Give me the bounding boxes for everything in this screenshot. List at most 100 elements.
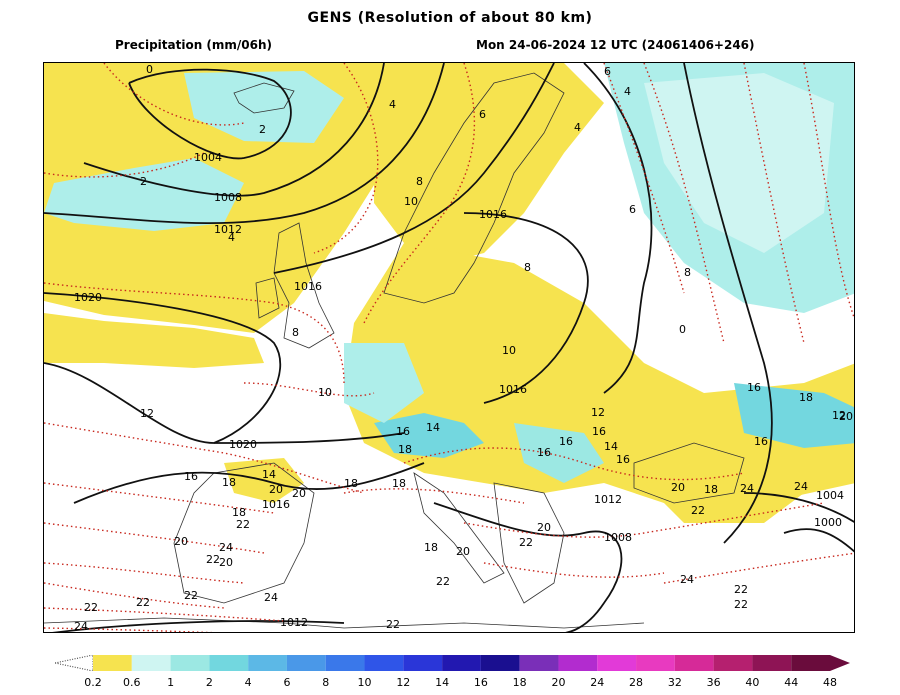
- isotherm-label: 22: [691, 504, 705, 517]
- legend-swatch: [170, 655, 210, 671]
- isotherm-label: 22: [236, 518, 250, 531]
- isobar-1008: [83, 63, 385, 197]
- isotherm-label: 24: [219, 541, 233, 554]
- isotherm-label: 6: [479, 108, 486, 121]
- isotherm-label: 16: [747, 381, 761, 394]
- isotherm-label: 20: [219, 556, 233, 569]
- isotherm-label: 16: [559, 435, 573, 448]
- legend-swatch: [93, 655, 132, 671]
- isobar-labels: 1004 1008 1012 1016 1016 1016 1020 1020 …: [74, 151, 844, 629]
- isotherm-label: 6: [604, 65, 611, 78]
- isotherm-label: 0: [679, 323, 686, 336]
- isotherm-label: 16: [592, 425, 606, 438]
- legend-labels: 0.2 0.6 1 2 4 6 8 10 12 14 16 18 20 24 28 32 36 40 44 48: [55, 676, 850, 692]
- map-panel[interactable]: 1004 1008 1012 1016 1016 1016 1020 1020 …: [43, 62, 855, 633]
- precip-scandinavia: [374, 63, 604, 263]
- legend-swatch: [364, 655, 404, 671]
- isotherm-label: 10: [502, 344, 516, 357]
- isobar-1016-sw: [73, 462, 425, 504]
- legend-swatch: [442, 655, 481, 671]
- legend-tick-label: 0.6: [123, 676, 141, 689]
- legend-swatch: [713, 655, 753, 671]
- legend-tick-label: 16: [473, 676, 488, 689]
- isotherm-label: 22: [84, 601, 98, 614]
- isotherm-4: [313, 63, 379, 254]
- variable-label: Precipitation (mm/06h): [115, 38, 273, 52]
- legend-swatch: [519, 655, 559, 671]
- isotherm-18-central: [343, 488, 525, 504]
- isotherm-label: 20: [174, 535, 188, 548]
- isotherm-label: 18: [398, 443, 412, 456]
- isobar-1012-sw: [52, 620, 345, 632]
- isotherm-label: 18: [799, 391, 813, 404]
- isobar-label: 1008: [604, 531, 632, 544]
- isobar-1020-west: [44, 292, 282, 444]
- isotherm-label: 0: [146, 63, 153, 76]
- coast-balkans: [493, 482, 565, 604]
- legend-overflow-arrow: [830, 655, 850, 671]
- coast-blacksea: [633, 442, 745, 504]
- isobar-1000-east: [783, 528, 854, 553]
- isotherm-label: 10: [318, 386, 332, 399]
- isotherm-label: 22: [734, 583, 748, 596]
- isobar-1016-east: [583, 63, 653, 394]
- isotherm-label: 16: [754, 435, 768, 448]
- isobar-1012-south: [433, 502, 623, 632]
- legend-tick-label: 2: [205, 676, 213, 689]
- isotherm-label: 16: [396, 425, 410, 438]
- isotherm-label: 22: [734, 598, 748, 611]
- isotherm-label: 12: [832, 409, 846, 422]
- isobar-label: 1020: [74, 291, 102, 304]
- coastlines: [44, 72, 745, 629]
- isotherm-18: [44, 562, 245, 584]
- legend-colorbar: [55, 655, 850, 671]
- legend-swatch: [403, 655, 443, 671]
- isotherm-label: 18: [392, 477, 406, 490]
- legend-tick-label: 4: [244, 676, 252, 689]
- precip-iceland-cyan: [184, 71, 344, 143]
- legend-tick-label: 12: [396, 676, 411, 689]
- isobar-1016-north: [273, 63, 555, 274]
- isobar-1008-east: [683, 63, 773, 544]
- isotherm-labels: 0 2 2 4 4 4 6 6 6 4 8 10 8 8 8 0 10 10 1…: [74, 63, 853, 633]
- isotherm-label: 4: [389, 98, 396, 111]
- precip-alps-cyan: [374, 413, 484, 458]
- map-canvas: 1004 1008 1012 1016 1016 1016 1020 1020 …: [44, 63, 854, 633]
- isotherm-label: 8: [524, 261, 531, 274]
- legend-swatch: [674, 655, 714, 671]
- isotherm-label: 14: [262, 468, 276, 481]
- isotherm-label: 18: [424, 541, 438, 554]
- isotherm-20: [44, 582, 225, 609]
- isotherm-6: [363, 63, 476, 324]
- legend-tick-label: 48: [823, 676, 837, 689]
- isotherm-16-central: [403, 447, 745, 481]
- precip-blacksea-cyan: [734, 383, 854, 448]
- legend-swatch: [636, 655, 675, 671]
- isotherm-22-central: [483, 562, 665, 578]
- isotherm-label: 24: [74, 620, 88, 633]
- legend-swatch: [752, 655, 792, 671]
- isotherm-20-central: [463, 502, 825, 538]
- isotherm-label: 14: [604, 440, 618, 453]
- isotherm-label: 8: [292, 326, 299, 339]
- isotherm-label: 8: [416, 175, 423, 188]
- isobar-label: 1012: [280, 616, 308, 629]
- isotherm-label: 20: [839, 410, 853, 423]
- legend-tick-label: 0.2: [84, 676, 102, 689]
- isobar-1004-east: [743, 492, 854, 523]
- isotherm-24: [44, 627, 216, 632]
- legend-swatch: [325, 655, 365, 671]
- isobar-label: 1016: [262, 498, 290, 511]
- coast-ireland: [255, 277, 280, 319]
- isotherm-label: 22: [386, 618, 400, 631]
- legend-swatch: [558, 655, 598, 671]
- isobar-lines: [44, 63, 854, 632]
- legend-swatch: [248, 655, 287, 671]
- isotherm-label: 22: [136, 596, 150, 609]
- isotherm-8-east: [603, 63, 685, 294]
- isotherm-16: [44, 522, 265, 554]
- legend-tick-label: 44: [784, 676, 799, 689]
- isobar-1012: [44, 63, 445, 224]
- precip-shading: [44, 63, 854, 523]
- legend-swatch: [209, 655, 249, 671]
